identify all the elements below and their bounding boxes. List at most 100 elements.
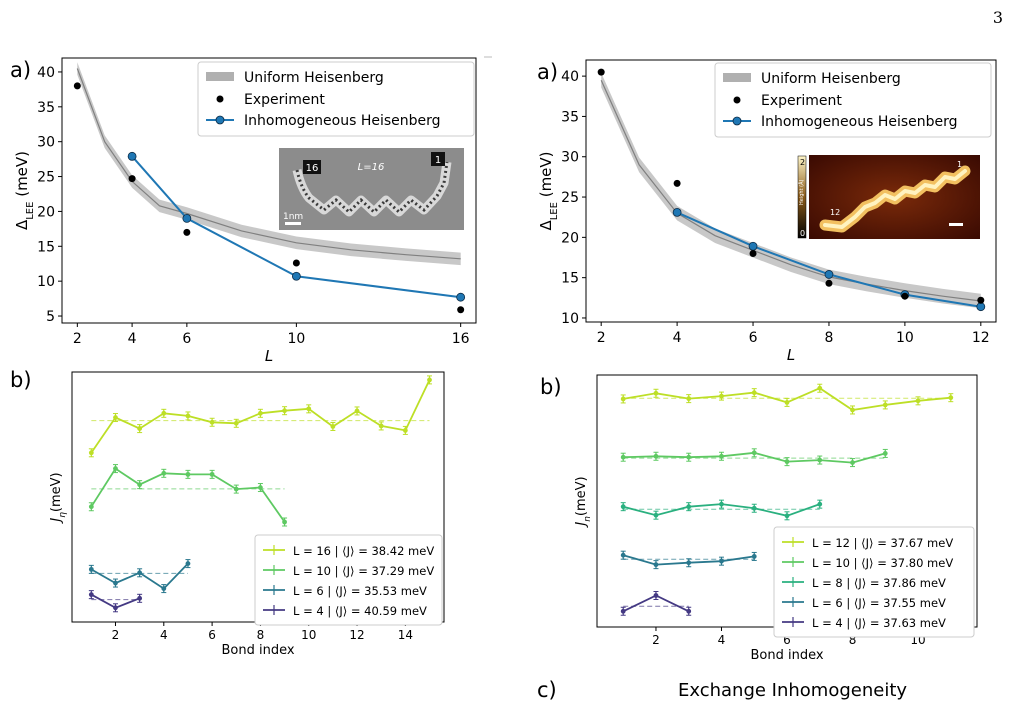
panel-a-left-experiment-point: [457, 306, 465, 314]
panel-a-left-inhomog-point: [291, 271, 301, 281]
panel-a-left-inhomog-point: [456, 292, 466, 302]
panel-b-left-xtick-label: 8: [257, 628, 265, 642]
panel-a-right-inhomog-point: [976, 302, 986, 312]
panel-b-left-series-point: [88, 592, 94, 598]
panel-b-right-series-point: [719, 453, 724, 459]
panel-b-left-series-point: [354, 408, 360, 414]
panel-a-right-ytick-label: 40: [561, 69, 579, 85]
stm-left-label-a: 16: [306, 163, 319, 174]
panel-b-right-legend-entry: L = 12 | ⟨J⟩ = 37.67 meV: [812, 536, 953, 550]
panel-a-left-legend-box: [197, 61, 475, 137]
panel-label-a-left: a): [10, 58, 32, 82]
panel-b-left-series-point: [88, 450, 94, 456]
panel-b-right-series-point: [817, 457, 823, 463]
panel-a-right-experiment-point: [597, 68, 605, 76]
panel-a-left-legend-swatch-inhomog-marker: [215, 115, 225, 125]
panel-b-right-ylabel: Jn(meV): [574, 476, 593, 528]
panel-b-right-series-point: [653, 512, 659, 518]
panel-b-right-series-point: [686, 560, 692, 566]
panel-a-right-frame: [585, 59, 997, 323]
panel-a-right-legend-inhomog: Inhomogeneous Heisenberg: [761, 114, 958, 130]
panel-a-right-inhomog-point: [672, 207, 682, 217]
panel-b-left-series-point: [330, 424, 336, 429]
panel-a-left-xtick-label: 16: [452, 331, 470, 347]
panel-b-left-series-point: [161, 586, 167, 591]
panel-a-left-ytick-label: 40: [37, 65, 55, 81]
panel-b-left-xtick-label: 2: [112, 628, 120, 642]
panel-a-right-legend-box: [714, 62, 992, 138]
panel-a-left-xtick-label: 6: [182, 331, 191, 347]
panel-a-right-ytick-label: 25: [561, 190, 579, 206]
panel-b-right-series-point: [784, 459, 790, 465]
panel-a-right-xtick-label: 4: [673, 330, 682, 346]
panel-b-left-legend-entry: L = 16 | ⟨J⟩ = 38.42 meV: [293, 544, 434, 558]
panel-b-right-series-point: [653, 593, 659, 598]
stm-right-cbar-label: Height (Å): [798, 180, 805, 205]
panel-b-left-series-point: [113, 580, 118, 586]
panel-a-left-inhomog-point: [182, 213, 192, 223]
panel-b-right-series-point: [882, 451, 888, 456]
panel-b-left-series-point: [282, 519, 287, 525]
panel-b-right-series-point: [620, 396, 626, 402]
panel-a-left-xtick-label: 10: [287, 331, 305, 347]
panel-b-left-series-point: [258, 410, 263, 416]
panel-b-left-series-point: [258, 485, 263, 490]
panel-b-right-series-point: [719, 393, 724, 399]
panel-a-right-legend-swatch-inhomog-marker: [732, 116, 742, 126]
panel-b-right-legend-entry: L = 10 | ⟨J⟩ = 37.80 meV: [812, 556, 953, 570]
stm-left-scale-bar: [285, 222, 301, 225]
panel-b-right-series-point: [817, 501, 823, 507]
panel-a-left-xtick-label: 2: [73, 331, 82, 347]
panel-b-left-series-point: [282, 408, 287, 414]
panel-b-left-series-point: [185, 561, 191, 566]
panel-b-right-series-point: [620, 608, 626, 614]
panel-b-left-series-point: [209, 471, 215, 477]
panel-b-left-series-point: [113, 415, 118, 420]
panel-a-right-ytick-label: 35: [561, 109, 579, 125]
panel-a-left-ytick-label: 20: [37, 204, 55, 220]
panel-b-right-legend-entry: L = 6 | ⟨J⟩ = 37.55 meV: [812, 596, 946, 610]
panel-b-right-xtick-label: 8: [849, 633, 857, 647]
stm-left-scale-text: 1nm: [283, 212, 303, 222]
panel-b-right-series-point: [686, 608, 692, 614]
panel-b-left-series-point: [113, 466, 118, 471]
panel-b-left-series-point: [137, 570, 143, 576]
stm-right-label-a: 1: [957, 160, 962, 169]
panel-b-left-xlabel: Bond index: [221, 643, 294, 658]
panel-a-right-xtick-label: 2: [597, 330, 606, 346]
panel-b-right-series-point: [653, 562, 659, 568]
panel-b-right-series-point: [915, 398, 921, 404]
stm-inset-right: 2 0 Height (Å) 1 12: [797, 155, 980, 239]
panel-b-right-series-point: [751, 554, 757, 559]
panel-b-left-legend-entry: L = 10 | ⟨J⟩ = 37.29 meV: [293, 564, 434, 578]
panel-a-right-legend-experiment: Experiment: [761, 93, 842, 109]
panel-a-left-ylabel: ΔLEE (meV): [13, 151, 36, 230]
panel-b-right-series-point: [784, 513, 790, 519]
panel-a-right-inhomog-point: [748, 241, 758, 251]
panel-a-right-ytick-label: 30: [561, 150, 579, 166]
panel-b-right-series-point: [850, 460, 855, 465]
page-number: 3: [992, 8, 1003, 27]
panel-a-right-experiment-point: [901, 292, 909, 300]
panel-b-left-xtick-label: 14: [398, 628, 413, 642]
panel-b-right-series-point: [850, 407, 855, 413]
panel-a-right-experiment-point: [977, 296, 985, 304]
panel-a-right-xlabel: L: [787, 346, 795, 364]
panel-a-left-xtick-label: 4: [128, 331, 137, 347]
panel-a-right-ylabel: ΔLEE (meV): [537, 151, 560, 230]
panel-a-left-xlabel: L: [265, 347, 273, 365]
panel-b-left-series-point: [378, 423, 384, 429]
panel-a-left-uniform-band: [77, 62, 461, 266]
panel-b-left-legend-entry: L = 6 | ⟨J⟩ = 35.53 meV: [293, 584, 427, 598]
panel-b-left-series-point: [427, 377, 432, 383]
panel-a-left-ytick-label: 35: [37, 100, 55, 116]
panel-a-left-experiment-point: [183, 228, 191, 236]
panel-b-right-series-point: [686, 454, 692, 460]
panel-b-right-series-point: [719, 501, 724, 507]
panel-b-right-legend-entry: L = 4 | ⟨J⟩ = 37.63 meV: [812, 616, 946, 630]
panel-b-right-series-point: [817, 385, 823, 391]
panel-a-left-inhomog-point: [127, 151, 137, 161]
panel-a-right-legend-uniform: Uniform Heisenberg: [761, 71, 901, 87]
panel-b-right-series-point: [751, 390, 757, 396]
